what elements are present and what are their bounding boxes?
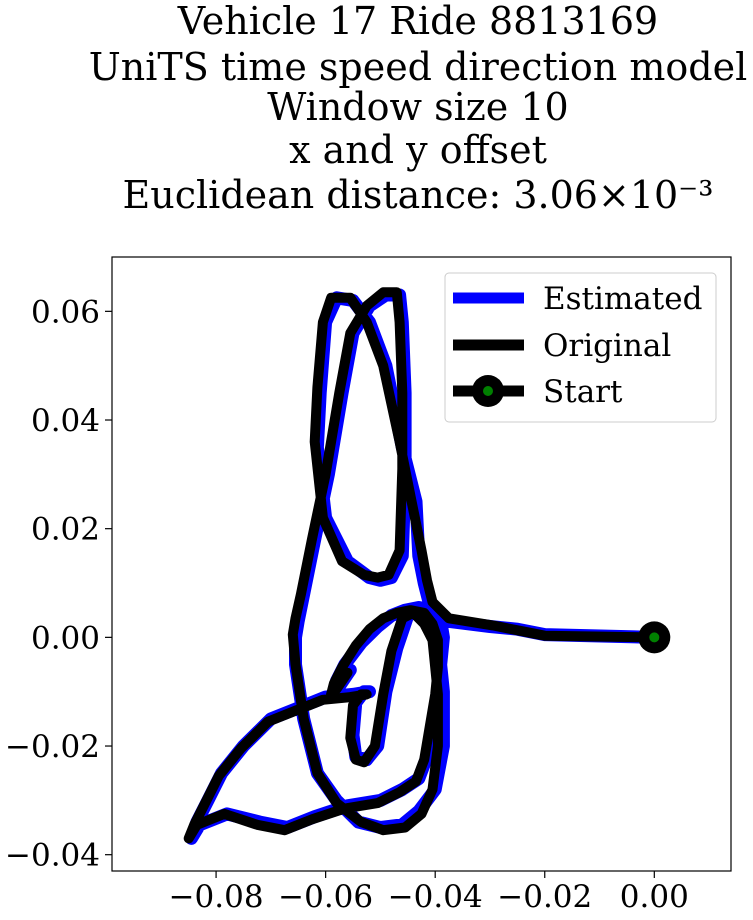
y-tick-label: −0.04: [5, 838, 100, 874]
title-line-2: UniTS time speed direction model: [89, 45, 748, 89]
title-line-4: x and y offset: [289, 128, 547, 172]
x-tick-label: −0.04: [388, 879, 483, 915]
x-tick-label: −0.06: [278, 879, 373, 915]
series-line-original: [183, 287, 660, 844]
legend-box: [444, 272, 717, 423]
y-tick-label: 0.00: [31, 620, 100, 656]
chart-title: Vehicle 17 Ride 8813169 UniTS time speed…: [89, 0, 748, 217]
y-tick-label: −0.02: [5, 729, 100, 765]
title-line-3: Window size 10: [267, 85, 568, 129]
x-tick-label: −0.02: [497, 879, 592, 915]
start-marker-center: [649, 632, 660, 643]
x-tick-label: −0.08: [169, 879, 264, 915]
legend: Estimated Original Start: [444, 272, 717, 423]
start-layer: [638, 621, 671, 654]
x-tick-label: 0.00: [620, 879, 689, 915]
legend-label-original: Original: [543, 328, 671, 364]
x-axis: −0.08 −0.06 −0.04 −0.02 0.00: [169, 871, 689, 915]
series-layer: [183, 287, 661, 845]
y-tick-label: 0.04: [31, 403, 100, 439]
legend-label-estimated: Estimated: [543, 281, 702, 317]
title-line-1: Vehicle 17 Ride 8813169: [177, 0, 658, 43]
legend-label-start: Start: [543, 374, 623, 410]
y-tick-label: 0.06: [31, 294, 100, 330]
title-line-5: Euclidean distance: 3.06×10⁻³: [123, 173, 714, 217]
y-axis: −0.04 −0.02 0.00 0.02 0.04 0.06: [5, 294, 112, 874]
y-tick-label: 0.02: [31, 512, 100, 548]
legend-start-marker-center: [483, 386, 493, 396]
plot-area-frame: [111, 256, 732, 872]
